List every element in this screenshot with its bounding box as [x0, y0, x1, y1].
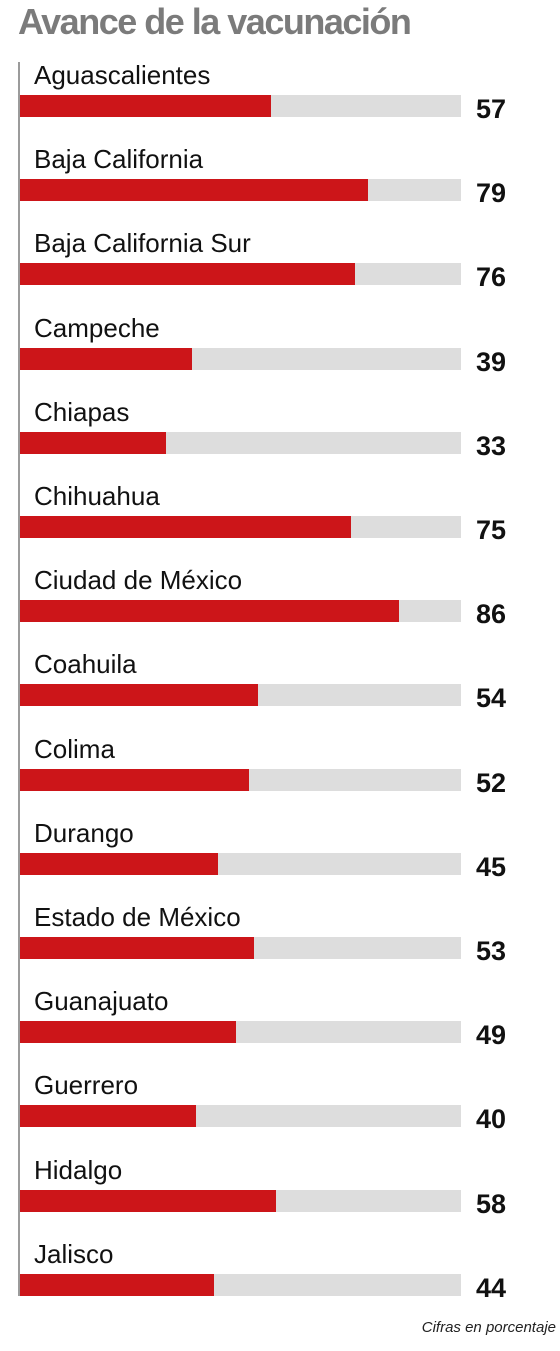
bar [20, 179, 369, 202]
bar-track [20, 937, 461, 959]
category-label: Aguascalientes [34, 60, 211, 90]
value-label: 57 [476, 94, 507, 124]
bar [20, 95, 272, 117]
bar-track [20, 347, 461, 370]
value-label: 53 [476, 936, 507, 966]
bar-row: Chiapas 33 [0, 397, 560, 481]
value-label: 75 [476, 515, 507, 545]
bar-row: Aguascalientes 57 [0, 60, 560, 144]
bar-row: Estado de México 53 [0, 902, 560, 986]
category-label: Guerrero [34, 1070, 139, 1101]
bar-row: Guanajuato 49 [0, 986, 560, 1070]
category-label: Estado de México [34, 902, 241, 932]
bar-track [20, 1189, 461, 1212]
bar-row: Guerrero 40 [0, 1070, 560, 1154]
bar-track [20, 684, 461, 707]
bar-row: Baja California 79 [0, 144, 560, 228]
bar [20, 1105, 197, 1128]
bar-track [20, 179, 461, 202]
bar-row: Ciudad de México 86 [0, 565, 560, 649]
bar [20, 600, 400, 623]
value-label: 45 [476, 851, 507, 882]
bar [20, 263, 356, 286]
category-label: Durango [34, 817, 134, 848]
value-label: 40 [476, 1104, 507, 1135]
bar-row: Jalisco 44 [0, 1239, 560, 1323]
value-label: 39 [476, 346, 507, 377]
bar-track [20, 431, 461, 454]
bar-row: Chihuahua 75 [0, 481, 560, 565]
category-label: Campeche [34, 312, 160, 343]
axis-line [18, 62, 20, 1296]
value-label: 54 [476, 683, 507, 714]
bar-track [20, 95, 461, 117]
category-label: Hidalgo [34, 1154, 123, 1185]
bar-track [20, 1105, 461, 1128]
bar [20, 1021, 237, 1044]
bar [20, 768, 250, 791]
bar [20, 347, 192, 370]
bar [20, 937, 254, 959]
value-label: 33 [476, 430, 507, 461]
category-label: Chihuahua [34, 481, 160, 511]
bar-track [20, 1021, 461, 1044]
units-note: Cifras en porcentaje [421, 1319, 556, 1336]
category-label: Jalisco [34, 1238, 114, 1269]
category-label: Coahuila [34, 649, 137, 680]
value-label: 49 [476, 1020, 507, 1051]
value-label: 86 [476, 599, 507, 630]
category-label: Chiapas [34, 396, 130, 427]
bar [20, 684, 259, 707]
bar-track [20, 516, 461, 538]
value-label: 44 [476, 1272, 507, 1303]
bar [20, 1273, 215, 1296]
bar [20, 1189, 276, 1212]
category-label: Baja California Sur [34, 228, 251, 259]
chart-title: Avance de la vacunación [18, 1, 412, 42]
bar-row: Colima 52 [0, 734, 560, 818]
bar-track [20, 263, 461, 286]
bar-track [20, 600, 461, 623]
bar-track [20, 1273, 461, 1296]
bar-row: Baja California Sur 76 [0, 228, 560, 312]
category-label: Colima [34, 733, 115, 764]
bar [20, 852, 219, 875]
bar-row: Coahuila 54 [0, 649, 560, 733]
category-label: Guanajuato [34, 986, 169, 1017]
bar-row: Hidalgo 58 [0, 1155, 560, 1239]
bar-row: Campeche 39 [0, 313, 560, 397]
bar-track [20, 768, 461, 791]
value-label: 52 [476, 767, 507, 798]
bar-track [20, 852, 461, 875]
bar-row: Durango 45 [0, 818, 560, 902]
bar [20, 516, 351, 538]
value-label: 58 [476, 1188, 507, 1219]
bar [20, 431, 166, 454]
category-label: Baja California [34, 144, 204, 175]
category-label: Ciudad de México [34, 565, 243, 596]
value-label: 79 [476, 178, 507, 209]
value-label: 76 [476, 262, 507, 293]
